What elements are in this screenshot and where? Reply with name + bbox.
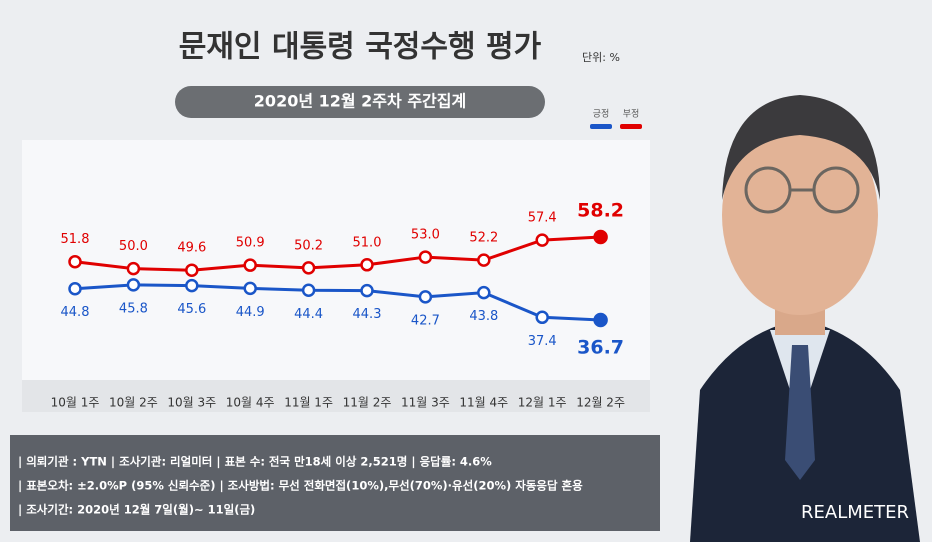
- x-tick-label: 11월 4주: [459, 396, 508, 410]
- portrait: [690, 95, 920, 542]
- x-tick-label: 10월 3주: [167, 396, 216, 410]
- point: [243, 281, 257, 296]
- brand: REALMETER: [801, 502, 909, 523]
- x-tick-label: 10월 4주: [226, 396, 275, 410]
- value-label: 51.0: [353, 235, 382, 250]
- point: [360, 283, 374, 298]
- note: | 조사기간: 2020년 12월 7일(월)~ 11일(금): [18, 503, 255, 517]
- series-line: [74, 235, 601, 272]
- legend-swatch: [590, 124, 612, 129]
- x-tick-label: 11월 2주: [343, 396, 392, 410]
- value-label: 50.2: [294, 238, 323, 253]
- point: [535, 233, 549, 247]
- value-label: 49.6: [177, 241, 206, 256]
- point: [418, 290, 433, 304]
- value-label: 37.4: [528, 334, 557, 349]
- point: [593, 229, 608, 245]
- x-tick-label: 12월 1주: [518, 396, 567, 410]
- note: | 의뢰기관 : YTN | 조사기관: 리얼미터 | 표본 수: 전국 만18…: [18, 455, 492, 469]
- value-label: 44.9: [236, 305, 265, 320]
- subtitle-pill: [175, 86, 545, 118]
- legend-label: 긍정: [593, 109, 610, 120]
- point: [68, 281, 82, 296]
- value-label: 36.7: [577, 337, 624, 359]
- point: [477, 253, 491, 267]
- legend-swatch: [620, 124, 642, 129]
- value-label: 44.8: [61, 305, 90, 320]
- point: [418, 250, 433, 264]
- subtitle: 2020년 12월 2주차 주간집계: [254, 92, 466, 111]
- point: [593, 312, 608, 328]
- category-band: [22, 380, 650, 412]
- point: [477, 285, 491, 300]
- point: [360, 258, 374, 272]
- value-label: 57.4: [528, 211, 557, 226]
- point: [185, 278, 199, 293]
- value-label: 52.2: [469, 231, 498, 246]
- note: | 표본오차: ±2.0%P (95% 신뢰수준) | 조사방법: 무선 전화면…: [18, 479, 583, 493]
- value-label: 50.0: [119, 239, 148, 254]
- value-label: 58.2: [577, 200, 624, 222]
- point: [185, 263, 199, 277]
- value-label: 45.6: [177, 302, 206, 317]
- point: [126, 278, 141, 292]
- x-tick-label: 11월 1주: [284, 396, 333, 410]
- value-label: 42.7: [411, 313, 440, 328]
- value-label: 50.9: [236, 236, 265, 251]
- plot-panel: [22, 140, 650, 412]
- point: [126, 261, 141, 276]
- point: [68, 254, 82, 269]
- x-tick-label: 10월 2주: [109, 396, 158, 410]
- value-label: 44.3: [353, 307, 382, 322]
- unit-label: 단위: %: [582, 51, 620, 64]
- value-label: 44.4: [294, 307, 323, 322]
- x-tick-label: 11월 3주: [401, 396, 450, 410]
- value-label: 43.8: [469, 309, 498, 324]
- series-line: [74, 283, 601, 322]
- point: [301, 283, 316, 298]
- value-label: 51.8: [61, 232, 90, 247]
- x-tick-label: 10월 1주: [51, 396, 100, 410]
- point: [301, 261, 316, 275]
- point: [243, 258, 257, 272]
- chart-title: 문재인 대통령 국정수행 평가: [179, 30, 542, 65]
- point: [535, 310, 549, 325]
- notes-box: [10, 435, 660, 531]
- x-tick-label: 12월 2주: [576, 396, 625, 410]
- value-label: 53.0: [411, 228, 440, 243]
- value-label: 45.8: [119, 301, 148, 316]
- legend-label: 부정: [623, 109, 640, 120]
